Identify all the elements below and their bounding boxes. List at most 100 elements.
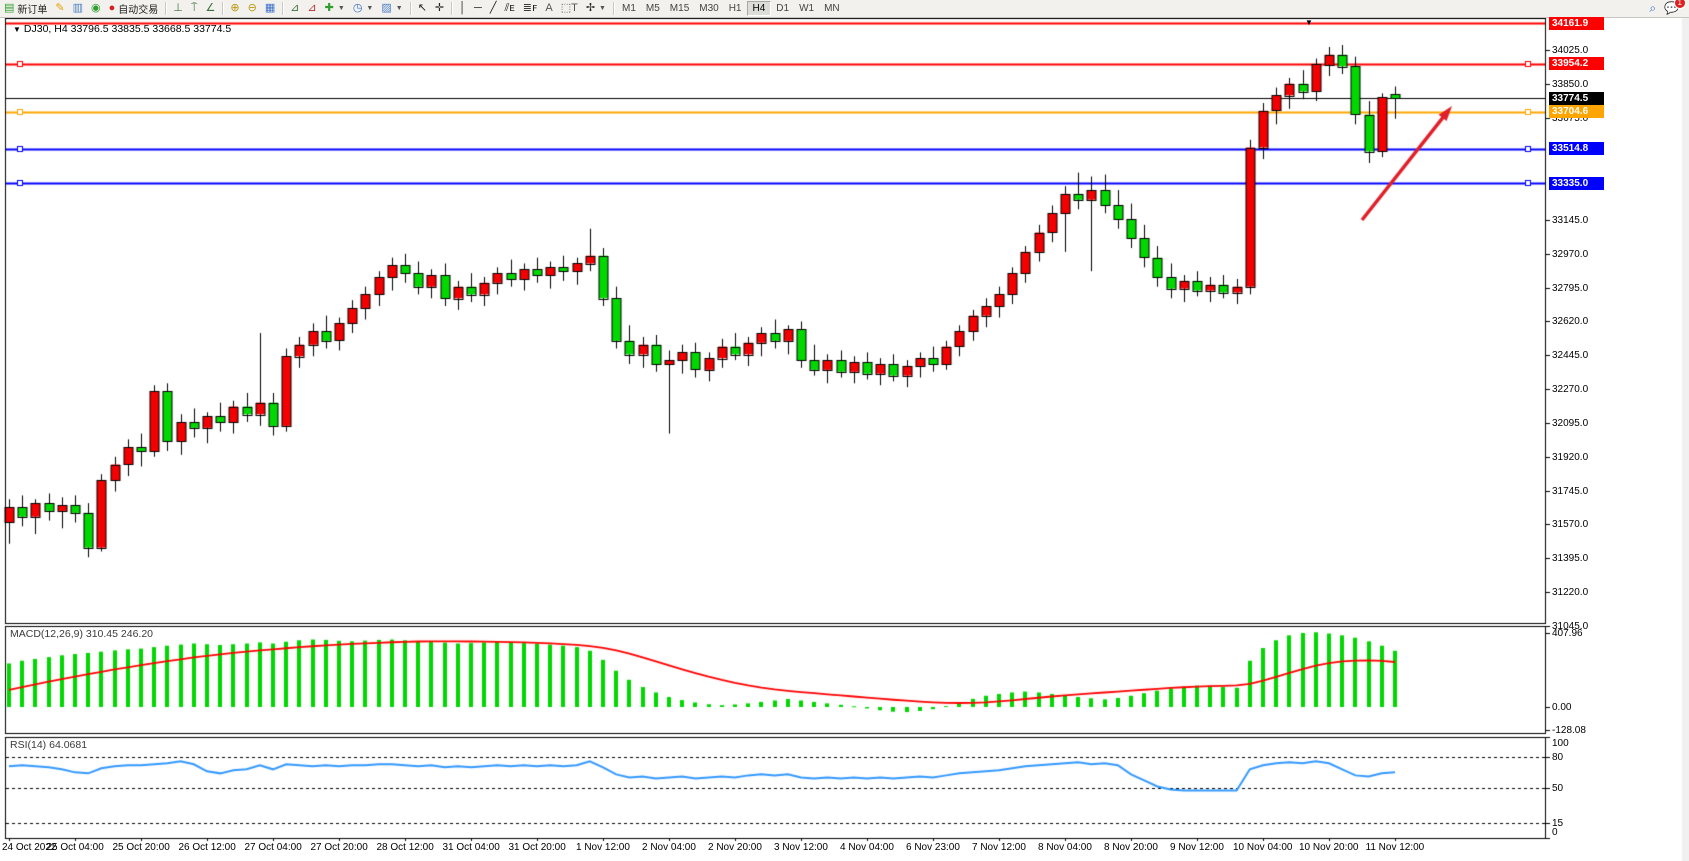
date-axis-label: 9 Nov 12:00	[1170, 842, 1224, 853]
trendline-icon: ╱	[489, 2, 497, 14]
timeframe-button-h1[interactable]: H1	[728, 3, 742, 14]
clock-icon: ◷	[352, 2, 363, 14]
timeframe-button-h4[interactable]: H4	[746, 1, 772, 16]
templates-button[interactable]: ▨ ▼	[377, 1, 406, 16]
profiles-icon: ◉	[91, 2, 101, 14]
date-axis-label: 11 Nov 12:00	[1365, 842, 1425, 853]
indicator-window-icon: ⊿	[290, 2, 300, 14]
autotrading-button-label: 自动交易	[118, 5, 159, 16]
text-label-button[interactable]: ⬚T	[557, 1, 582, 16]
chart-window[interactable]: ▼ DJ30, H4 33796.5 33835.5 33668.5 33774.…	[0, 16, 1689, 861]
date-axis-label: 27 Oct 04:00	[244, 842, 302, 853]
date-axis-label: 2 Nov 20:00	[708, 842, 762, 853]
chart-canvas[interactable]	[0, 18, 1689, 861]
macd-axis-tick: 407.96	[1552, 628, 1583, 639]
toolbar-separator	[222, 2, 224, 15]
price-axis-tick: 32095.0	[1552, 417, 1589, 429]
toolbar-right-group: ⌕ 💬 1	[1649, 0, 1689, 16]
rsi-label: RSI(14) 64.0681	[10, 739, 88, 751]
vline-icon: │	[459, 2, 467, 14]
candlestick-button[interactable]: ⍑	[187, 1, 202, 16]
price-axis-tick: 31570.0	[1552, 519, 1589, 531]
macd-label: MACD(12,26,9) 310.45 246.20	[10, 628, 154, 640]
rsi-axis-tick: 100	[1552, 738, 1569, 749]
date-axis-label: 4 Nov 04:00	[840, 842, 894, 853]
vertical-line-button[interactable]: │	[455, 1, 470, 16]
new-order-button[interactable]: ▤ 新订单	[0, 1, 51, 16]
timeframe-button-mn[interactable]: MN	[824, 3, 840, 14]
timeframe-button-d1[interactable]: D1	[776, 3, 790, 14]
toolbar-separator	[282, 2, 284, 15]
chevron-down-icon[interactable]: ▼	[366, 5, 374, 12]
green-plus-icon: ✚	[324, 2, 334, 14]
date-axis-label: 1 Nov 12:00	[576, 842, 630, 853]
chevron-down-icon[interactable]: ▼	[395, 5, 403, 12]
periods-button[interactable]: ◷ ▼	[349, 1, 378, 16]
equidistant-channel-button[interactable]: ⫽ᴇ	[500, 1, 518, 16]
crayon-icon: ✎	[55, 2, 65, 14]
crosshair-button[interactable]: ✛	[431, 1, 448, 16]
indicator-window-button[interactable]: ⊿	[286, 1, 303, 16]
date-axis-label: 27 Oct 20:00	[310, 842, 368, 853]
collapse-icon[interactable]: ▼	[13, 25, 21, 34]
tile-windows-icon: ▦	[264, 2, 276, 14]
bar-chart-button[interactable]: ⊥	[169, 1, 187, 16]
date-axis-label: 24 Oct 2022	[2, 842, 57, 853]
new-order-icon: ▤	[4, 2, 15, 14]
text-button[interactable]: A	[541, 1, 556, 16]
arrows-button[interactable]: ✢ ▼	[582, 1, 610, 16]
tile-windows-button[interactable]: ▦	[261, 1, 279, 16]
chart-title: ▼ DJ30, H4 33796.5 33835.5 33668.5 33774.…	[13, 23, 231, 35]
main-toolbar: ▤ 新订单 ✎ ▥ ◉ ● 自动交易 ⊥ ⍑ ∠ ⊕ ⊖ ▦ ⊿ ⊿ ✚ ▼ ◷ ▼ ▨ ▼ ↖ ✛ │ ─ ╱ ⫽ᴇ ≣ꜰ A ⬚T ✢ ▼…	[0, 0, 1689, 18]
hline-price-badge: 34161.9	[1549, 16, 1604, 30]
cursor-icon: ↖	[417, 2, 427, 14]
date-axis-label: 28 Oct 12:00	[376, 842, 434, 853]
styler-button[interactable]: ✎	[51, 1, 68, 16]
hline-price-badge: 33514.8	[1549, 142, 1604, 155]
date-axis-label: 3 Nov 12:00	[774, 842, 828, 853]
price-axis-tick: 32270.0	[1552, 384, 1589, 396]
price-axis-tick: 33145.0	[1552, 214, 1589, 226]
new-order-button-label: 新订单	[17, 5, 48, 16]
fibonacci-button[interactable]: ≣ꜰ	[519, 1, 542, 16]
chevron-down-icon[interactable]: ▼	[337, 5, 345, 12]
add-indicator-button[interactable]: ✚ ▼	[321, 1, 349, 16]
timeframe-button-m1[interactable]: M1	[621, 3, 636, 14]
price-axis-tick: 32795.0	[1552, 282, 1589, 294]
timeframe-button-m5[interactable]: M5	[645, 3, 660, 14]
chart-title-text: DJ30, H4 33796.5 33835.5 33668.5 33774.5	[23, 23, 232, 35]
zoom-in-button[interactable]: ⊕	[226, 1, 243, 16]
price-axis-tick: 31045.0	[1552, 620, 1589, 632]
hline-price-badge: 33704.6	[1549, 105, 1604, 119]
price-axis-tick: 31920.0	[1552, 451, 1589, 463]
search-icon[interactable]: ⌕	[1649, 1, 1656, 16]
toolbar-separator	[451, 2, 453, 15]
chevron-down-icon[interactable]: ▼	[599, 5, 606, 12]
chat-icon[interactable]: 💬 1	[1664, 0, 1686, 16]
timeframe-button-m15[interactable]: M15	[669, 3, 690, 14]
price-axis-tick: 31220.0	[1552, 587, 1589, 599]
text-icon: A	[545, 2, 553, 14]
autotrading-button[interactable]: ● 自动交易	[105, 1, 163, 16]
cursor-button[interactable]: ↖	[414, 1, 431, 16]
rsi-axis-tick: 0	[1552, 827, 1558, 838]
indicator-add-window-button[interactable]: ⊿	[303, 1, 320, 16]
profiles-button[interactable]: ◉	[87, 1, 105, 16]
timeframe-button-m30[interactable]: M30	[699, 3, 719, 14]
timeframe-button-w1[interactable]: W1	[799, 3, 815, 14]
trendline-button[interactable]: ╱	[486, 1, 501, 16]
new-chart-button[interactable]: ▥	[69, 1, 87, 16]
zoom-out-button[interactable]: ⊖	[244, 1, 261, 16]
rsi-axis-tick: 80	[1552, 752, 1564, 764]
search-icon[interactable]: ⌕	[1649, 1, 1657, 15]
date-axis-label: 6 Nov 23:00	[906, 842, 960, 853]
horizontal-line-button[interactable]: ─	[470, 1, 486, 16]
chart-window-icon: ▥	[72, 2, 84, 14]
date-axis-label: 2 Nov 04:00	[642, 842, 696, 853]
date-axis-label: 8 Nov 20:00	[1104, 842, 1158, 853]
bar-chart-icon: ⊥	[173, 2, 183, 14]
date-axis-label: 8 Nov 04:00	[1038, 842, 1092, 853]
line-chart-button[interactable]: ∠	[202, 1, 220, 16]
hline-price-badge: 33335.0	[1549, 176, 1604, 190]
chart-shift-marker-icon[interactable]: ▼	[1305, 18, 1313, 27]
